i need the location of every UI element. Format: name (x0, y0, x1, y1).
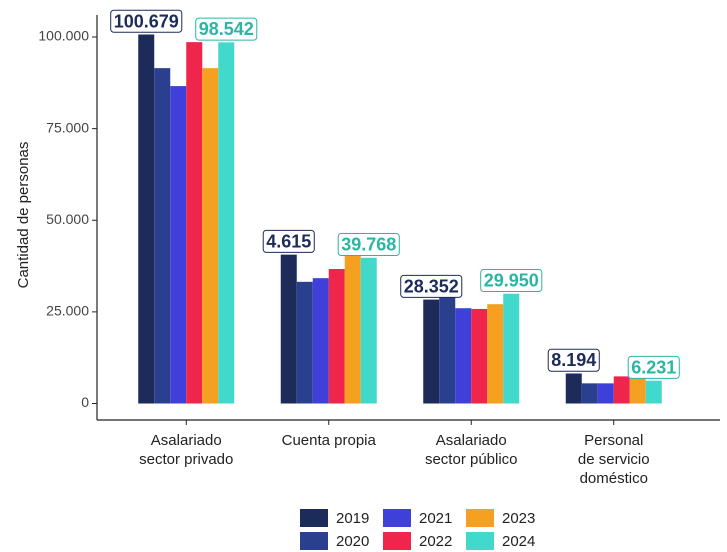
data-label: 6.231 (631, 357, 676, 377)
data-label-box (480, 268, 543, 292)
data-label: 4.615 (266, 231, 311, 251)
bar (423, 299, 440, 404)
bar (487, 304, 504, 404)
bar (455, 308, 472, 404)
data-label-box (195, 17, 258, 41)
data-label: 28.352 (404, 276, 459, 296)
bar (280, 254, 297, 404)
legend-label: 2024 (502, 533, 535, 550)
data-label-box (110, 9, 183, 33)
data-label: 98.542 (199, 19, 254, 39)
data-label: 8.194 (551, 350, 596, 370)
data-label: 100.679 (114, 11, 179, 31)
data-label-box (400, 274, 463, 298)
bar (471, 308, 488, 404)
bar (328, 268, 345, 404)
data-label: 39.768 (341, 235, 396, 255)
legend-label: 2023 (502, 510, 535, 527)
y-tick-label: 0 (81, 394, 89, 410)
y-tick-label: 75.000 (46, 119, 89, 135)
legend-swatch (383, 532, 411, 550)
bar (296, 281, 313, 404)
y-tick-label: 25.000 (46, 303, 89, 319)
bar (645, 380, 662, 404)
bar (218, 42, 235, 404)
bar (629, 378, 646, 404)
legend-label: 2022 (419, 533, 452, 550)
bar (344, 243, 361, 404)
x-tick-label: Asalariado sector privado (139, 432, 234, 468)
bar (154, 68, 171, 404)
data-label-box (262, 229, 315, 253)
x-tick-label: Cuenta propia (281, 432, 376, 449)
data-label-box (337, 233, 400, 257)
x-tick-label: Asalariado sector público (424, 432, 518, 468)
bar (186, 42, 203, 404)
bar (597, 383, 614, 404)
legend-label: 2019 (336, 510, 369, 527)
data-label-box (547, 348, 600, 372)
bar (503, 293, 520, 404)
y-axis-label: Cantidad de personas (15, 142, 32, 289)
bar (202, 68, 219, 404)
bar (312, 278, 329, 404)
bar (170, 86, 187, 404)
y-tick-label: 100.000 (38, 28, 89, 44)
bar (613, 376, 630, 404)
bar (138, 34, 155, 404)
legend-swatch (300, 509, 328, 527)
legend-label: 2021 (419, 510, 452, 527)
legend-swatch (466, 532, 494, 550)
y-tick-label: 50.000 (46, 211, 89, 227)
bar (360, 257, 377, 404)
data-label: 29.950 (484, 270, 539, 290)
legend-label: 2020 (336, 533, 369, 550)
bar (565, 373, 582, 404)
x-tick-label: Personal de servicio doméstico (577, 432, 650, 487)
bar (439, 289, 456, 404)
data-label-box (627, 355, 680, 379)
legend-swatch (466, 509, 494, 527)
legend-swatch (300, 532, 328, 550)
legend-swatch (383, 509, 411, 527)
bar (581, 383, 598, 404)
